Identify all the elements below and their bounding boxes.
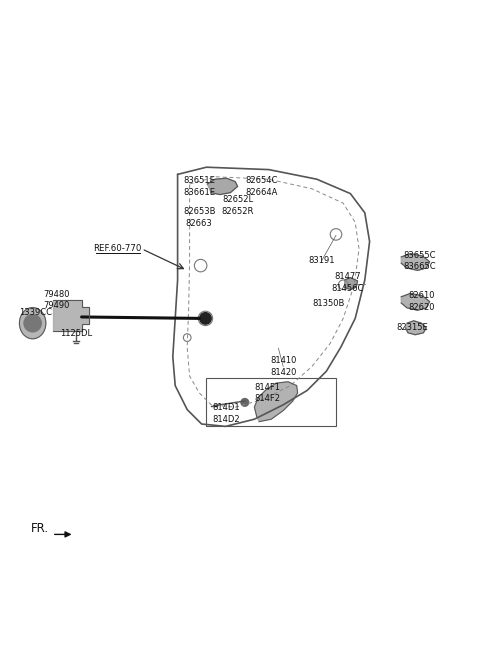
Text: 83191: 83191: [308, 256, 335, 265]
Text: 83655C
83665C: 83655C 83665C: [404, 251, 436, 271]
Polygon shape: [254, 382, 298, 422]
Text: FR.: FR.: [31, 522, 49, 535]
Text: 79480
79490: 79480 79490: [43, 290, 70, 310]
Polygon shape: [345, 277, 358, 289]
Text: 81350B: 81350B: [312, 300, 345, 308]
Polygon shape: [406, 321, 426, 335]
Polygon shape: [207, 178, 238, 195]
Text: 814F1
814F2: 814F1 814F2: [255, 382, 281, 403]
Text: 82610
82620: 82610 82620: [408, 291, 435, 312]
Text: 82315E: 82315E: [396, 323, 428, 333]
Text: REF.60-770: REF.60-770: [94, 244, 142, 253]
Text: 82654C
82664A: 82654C 82664A: [245, 176, 278, 197]
Circle shape: [200, 313, 211, 324]
Text: 81410
81420: 81410 81420: [270, 356, 296, 377]
Polygon shape: [53, 300, 89, 331]
Circle shape: [24, 315, 41, 332]
Text: 82653B
82663: 82653B 82663: [183, 207, 216, 228]
Text: 82652L
82652R: 82652L 82652R: [221, 195, 254, 216]
Ellipse shape: [19, 308, 46, 338]
Circle shape: [241, 399, 249, 406]
Text: 1125DL: 1125DL: [60, 329, 92, 338]
Text: 81477
81456C: 81477 81456C: [332, 272, 364, 293]
Text: 814D1
814D2: 814D1 814D2: [213, 403, 240, 424]
Text: 83651E
83661E: 83651E 83661E: [183, 176, 215, 197]
Polygon shape: [401, 254, 430, 270]
Polygon shape: [401, 293, 430, 310]
Text: 1339CC: 1339CC: [20, 308, 52, 317]
